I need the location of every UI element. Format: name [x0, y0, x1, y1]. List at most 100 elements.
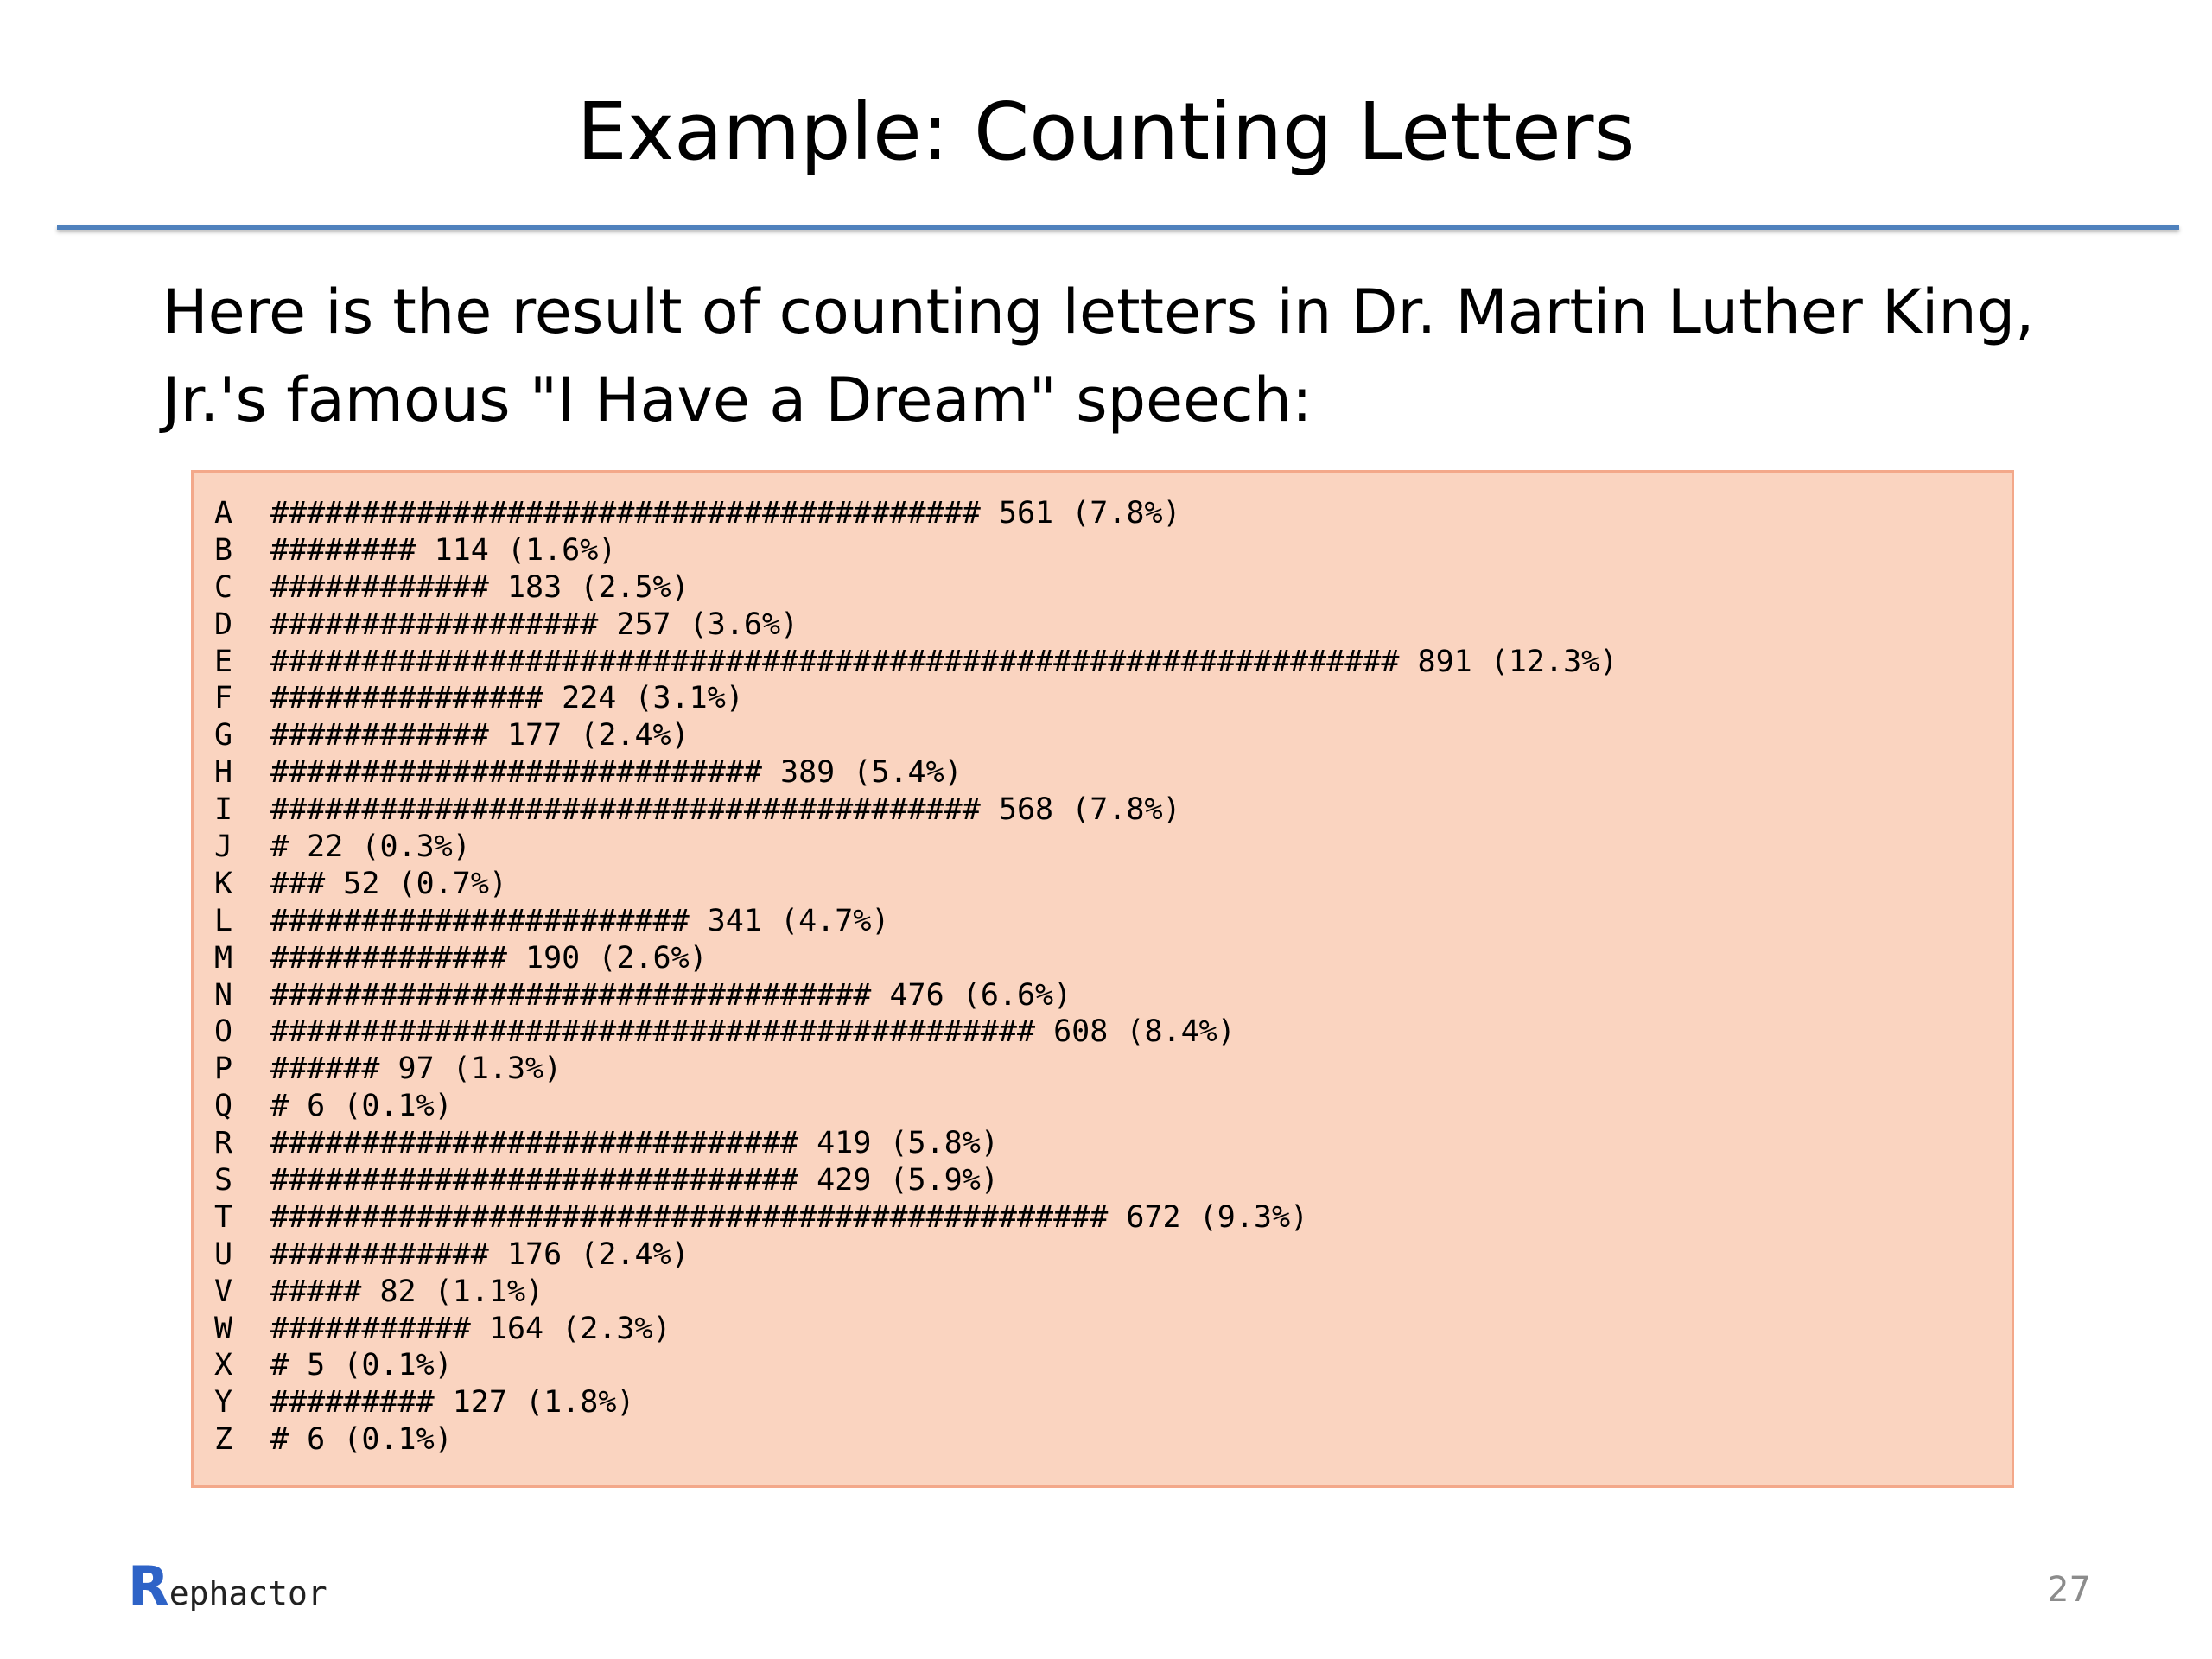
histogram-bar: ######## — [270, 532, 416, 568]
histogram-count: 561 — [998, 496, 1054, 531]
histogram-bar: ############################# — [270, 1163, 799, 1198]
histogram-percent: (9.3%) — [1198, 1199, 1309, 1235]
histogram-count: 476 — [889, 977, 944, 1013]
histogram-bar: ############ — [270, 718, 489, 753]
histogram-letter: Z — [214, 1422, 233, 1458]
histogram-bar: ############ — [270, 569, 489, 605]
histogram-percent: (12.3%) — [1490, 644, 1618, 679]
histogram-letter: L — [214, 903, 233, 938]
histogram-row: P ###### 97 (1.3%) — [214, 1051, 2012, 1088]
histogram-count: 127 — [452, 1385, 507, 1421]
histogram-percent: (0.3%) — [361, 830, 471, 865]
histogram-percent: (1.6%) — [506, 532, 617, 568]
histogram-row: G ############ 177 (2.4%) — [214, 717, 2012, 754]
histogram-count: 82 — [379, 1274, 416, 1309]
histogram-percent: (6.6%) — [962, 977, 1072, 1013]
histogram-percent: (1.1%) — [434, 1274, 544, 1309]
slide-title: Example: Counting Letters — [576, 86, 1636, 178]
histogram-bar: # — [270, 1348, 289, 1383]
histogram-bar: ####################################### — [270, 496, 981, 531]
histogram-letter: T — [214, 1199, 233, 1235]
histogram-bar: ########################################… — [270, 1199, 1109, 1235]
histogram-count: 97 — [397, 1052, 435, 1087]
histogram-count: 257 — [616, 607, 671, 642]
histogram-letter: E — [214, 644, 233, 679]
histogram-letter: G — [214, 718, 233, 753]
histogram-count: 5 — [307, 1348, 326, 1383]
histogram-letter: Q — [214, 1089, 233, 1124]
histogram-letter: N — [214, 977, 233, 1013]
histogram-percent: (0.1%) — [343, 1422, 453, 1458]
histogram-percent: (2.4%) — [580, 718, 690, 753]
histogram-letter: U — [214, 1236, 233, 1272]
histogram-letter: X — [214, 1348, 233, 1383]
histogram-row: E #######################################… — [214, 644, 2012, 681]
histogram-percent: (2.6%) — [598, 940, 708, 976]
histogram-row: I #######################################… — [214, 791, 2012, 829]
histogram-bar: ##### — [270, 1274, 362, 1309]
histogram-letter: S — [214, 1163, 233, 1198]
histogram-bar: ############################# — [270, 1126, 799, 1161]
histogram-percent: (5.4%) — [853, 755, 963, 791]
histogram-percent: (7.8%) — [1071, 496, 1181, 531]
histogram-letter: M — [214, 940, 233, 976]
histogram-percent: (2.5%) — [580, 569, 690, 605]
histogram-row: Y ######### 127 (1.8%) — [214, 1384, 2012, 1421]
title-divider — [57, 225, 2179, 230]
histogram-bar: ################## — [270, 607, 599, 642]
histogram-bar: ########################### — [270, 755, 762, 791]
histogram-bar: ############# — [270, 940, 507, 976]
histogram-row: K ### 52 (0.7%) — [214, 866, 2012, 903]
histogram-row: W ########### 164 (2.3%) — [214, 1311, 2012, 1348]
histogram-count: 183 — [506, 569, 563, 605]
histogram-row: R ############################# 419 (5.8%… — [214, 1125, 2012, 1162]
histogram-letter: R — [214, 1126, 233, 1161]
histogram-bar: ############### — [270, 681, 544, 716]
histogram-bar: ################################# — [270, 977, 872, 1013]
histogram-output-box: A #######################################… — [191, 470, 2014, 1488]
histogram-percent: (1.8%) — [525, 1385, 635, 1421]
histogram-percent: (0.1%) — [343, 1089, 453, 1124]
histogram-letter: C — [214, 569, 233, 605]
histogram-percent: (3.1%) — [634, 681, 744, 716]
histogram-percent: (4.7%) — [780, 903, 890, 938]
histogram-bar: ### — [270, 866, 326, 901]
histogram-row: H ########################### 389 (5.4%) — [214, 754, 2012, 791]
histogram-count: 608 — [1053, 1014, 1109, 1050]
histogram-row: A #######################################… — [214, 495, 2012, 532]
page-number: 27 — [2047, 1570, 2091, 1610]
histogram-letter: Y — [214, 1385, 233, 1421]
histogram-bar: ########################################… — [270, 1014, 1036, 1050]
histogram-letter: J — [214, 830, 233, 865]
histogram-bar: ########### — [270, 1311, 471, 1346]
histogram-count: 891 — [1417, 644, 1472, 679]
histogram-bar: # — [270, 1422, 289, 1458]
histogram-count: 22 — [307, 830, 344, 865]
histogram-count: 6 — [307, 1422, 326, 1458]
histogram-letter: F — [214, 681, 233, 716]
logo-wordmark: ephactor — [168, 1574, 327, 1612]
histogram-count: 164 — [488, 1311, 544, 1346]
histogram-row: O #######################################… — [214, 1014, 2012, 1051]
histogram-count: 429 — [817, 1163, 872, 1198]
histogram-row: Q # 6 (0.1%) — [214, 1088, 2012, 1125]
histogram-percent: (0.1%) — [343, 1348, 453, 1383]
histogram-percent: (2.3%) — [562, 1311, 671, 1346]
histogram-count: 176 — [506, 1236, 563, 1272]
histogram-row: X # 5 (0.1%) — [214, 1347, 2012, 1384]
histogram-row: V ##### 82 (1.1%) — [214, 1274, 2012, 1311]
histogram-percent: (8.4%) — [1126, 1014, 1236, 1050]
histogram-count: 114 — [434, 532, 489, 568]
histogram-letter: O — [214, 1014, 233, 1050]
histogram-letter: B — [214, 532, 233, 568]
histogram-percent: (5.8%) — [889, 1126, 999, 1161]
histogram-percent: (1.3%) — [452, 1052, 563, 1087]
histogram-row: B ######## 114 (1.6%) — [214, 532, 2012, 569]
histogram-count: 52 — [343, 866, 380, 901]
histogram-row: N ################################# 476 (… — [214, 977, 2012, 1014]
histogram-percent: (3.6%) — [689, 607, 799, 642]
histogram-letter: H — [214, 755, 233, 791]
histogram-bar: ########################################… — [270, 644, 1400, 679]
histogram-row: C ############ 183 (2.5%) — [214, 569, 2012, 607]
histogram-count: 419 — [817, 1126, 872, 1161]
